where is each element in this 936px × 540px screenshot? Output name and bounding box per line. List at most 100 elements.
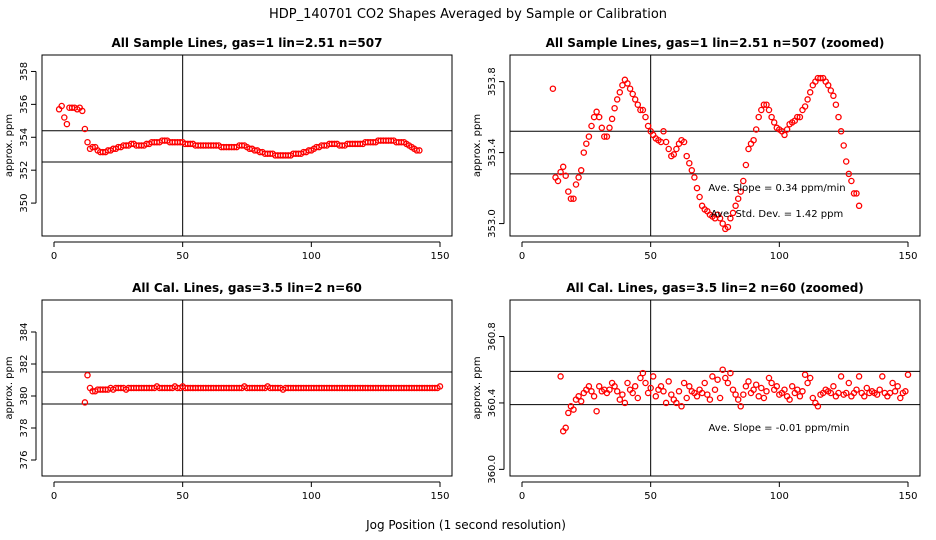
data-point (686, 159, 693, 167)
data-point (755, 113, 762, 121)
x-tick-label: 50 (644, 491, 657, 502)
x-tick-label: 100 (770, 251, 789, 262)
plot-frame (41, 299, 453, 477)
data-point (806, 89, 814, 96)
data-point (565, 188, 572, 195)
data-point (683, 152, 690, 160)
panel-title: All Cal. Lines, gas=3.5 lin=2 n=60 (zoom… (566, 281, 864, 295)
data-point (853, 386, 860, 393)
y-axis-label: approx. ppm (4, 114, 15, 177)
x-tick-label: 150 (430, 491, 449, 502)
data-point (58, 102, 65, 110)
data-point (832, 101, 840, 108)
data-point (570, 195, 577, 202)
data-point (588, 122, 595, 130)
data-point (801, 103, 809, 110)
data-point (675, 388, 683, 395)
data-point (804, 379, 811, 387)
data-point (722, 374, 729, 382)
data-point (572, 181, 580, 188)
plot-area (42, 300, 452, 476)
plot-frame (509, 54, 921, 237)
data-point (830, 92, 837, 100)
data-point (683, 394, 690, 402)
data-point (693, 393, 701, 400)
data-point (436, 383, 444, 390)
data-point (835, 113, 842, 121)
data-point (611, 104, 618, 112)
data-point (629, 389, 636, 397)
data-point (827, 87, 835, 94)
data-point (652, 393, 660, 400)
data-point (629, 90, 636, 98)
data-point (606, 386, 613, 393)
data-point (660, 388, 667, 395)
data-point (765, 374, 773, 382)
data-point (81, 125, 89, 133)
data-point (861, 393, 868, 400)
data-point (416, 147, 423, 154)
data-point (624, 379, 631, 387)
data-point (729, 386, 737, 393)
data-point (575, 174, 582, 181)
data-point (413, 147, 421, 154)
plot-area (510, 55, 920, 236)
data-point (842, 158, 850, 165)
data-point (570, 406, 577, 413)
data-point (84, 371, 91, 379)
data-point (688, 167, 696, 174)
data-point (657, 383, 665, 390)
panel-3: All Cal. Lines, gas=3.5 lin=2 n=60 0 50 100… (4, 281, 453, 502)
data-point (809, 394, 817, 402)
data-point (593, 407, 600, 415)
data-point (801, 371, 809, 378)
y-tick-label: 353.8 (487, 67, 498, 96)
data-point (595, 113, 603, 121)
panel-2: All Sample Lines, gas=1 lin=2.51 n=507 (… (472, 36, 921, 262)
data-point (577, 167, 585, 174)
data-point (634, 101, 642, 108)
data-point (734, 195, 742, 202)
data-point (770, 119, 778, 126)
data-point (752, 126, 760, 133)
data-point (631, 383, 639, 390)
data-point (732, 391, 739, 398)
data-point (824, 81, 832, 89)
data-point (863, 384, 871, 392)
data-point (691, 174, 698, 181)
data-point (686, 383, 693, 390)
data-point (783, 126, 791, 133)
data-point (742, 161, 750, 169)
data-point (637, 106, 644, 114)
x-tick-label: 0 (519, 251, 525, 262)
y-tick-label: 358 (19, 62, 30, 81)
y-tick-label: 353.4 (487, 138, 498, 167)
data-point (724, 379, 732, 387)
data-point (706, 396, 714, 403)
data-point (590, 393, 598, 400)
data-point (716, 394, 724, 402)
data-point (879, 373, 886, 380)
data-point (796, 113, 804, 121)
data-point (647, 384, 654, 392)
data-point (565, 409, 572, 417)
data-point (583, 140, 590, 147)
annotation-text: Ave. Std. Dev. = 1.42 ppm (711, 209, 843, 220)
annotation-text: Ave. Slope = 0.34 ppm/min (708, 183, 845, 194)
data-point (902, 388, 909, 395)
y-axis-label: approx. ppm (472, 356, 483, 419)
data-point (752, 381, 760, 388)
figure-title: HDP_140701 CO2 Shapes Averaged by Sample… (269, 7, 667, 22)
data-point (760, 101, 768, 108)
data-point (637, 374, 644, 382)
data-point (562, 172, 569, 179)
data-point (850, 190, 858, 197)
data-point (716, 215, 724, 222)
data-point (673, 145, 680, 153)
data-point (765, 106, 773, 114)
data-point (837, 373, 845, 380)
data-point (845, 170, 853, 178)
data-point (873, 391, 881, 398)
data-point (740, 391, 747, 398)
